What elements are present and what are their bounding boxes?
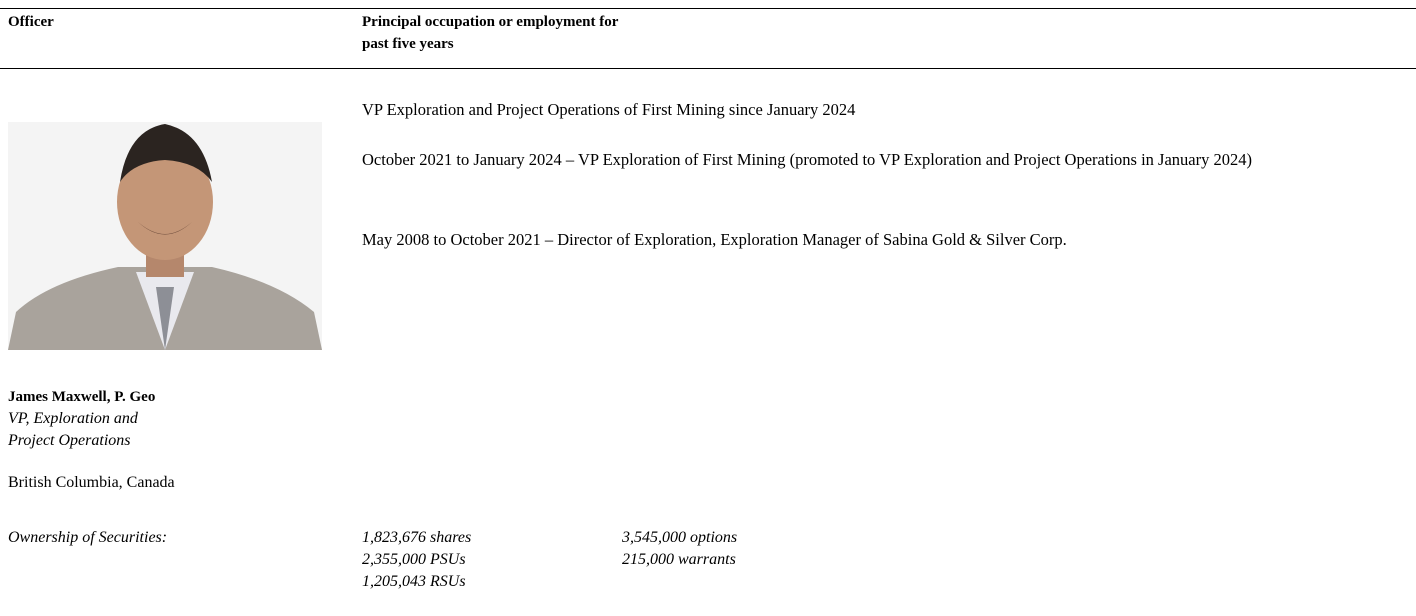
officer-title: VP, Exploration and — [8, 410, 138, 427]
officer-location: British Columbia, Canada — [8, 474, 175, 491]
officer-photo — [8, 122, 322, 350]
ownership-item: 3,545,000 options — [622, 529, 738, 546]
officer-name: James Maxwell, P. Geo — [8, 389, 156, 405]
header-officer: Officer — [8, 14, 54, 30]
ownership-item: 1,205,043 RSUs — [362, 573, 466, 590]
occupation-paragraph: May 2008 to October 2021 – Director of E… — [362, 230, 1067, 249]
header-occupation: past five years — [362, 36, 454, 52]
ownership-label: Ownership of Securities: — [8, 529, 168, 546]
ownership-item: 215,000 warrants — [622, 551, 736, 568]
header-rule — [0, 68, 1416, 69]
officer-title: Project Operations — [8, 432, 131, 449]
header-occupation: Principal occupation or employment for — [362, 14, 619, 30]
occupation-paragraph: October 2021 to January 2024 – VP Explor… — [362, 150, 1252, 169]
top-rule — [0, 8, 1416, 9]
ownership-item: 2,355,000 PSUs — [362, 551, 466, 568]
occupation-paragraph: VP Exploration and Project Operations of… — [362, 100, 856, 119]
ownership-item: 1,823,676 shares — [362, 529, 472, 546]
